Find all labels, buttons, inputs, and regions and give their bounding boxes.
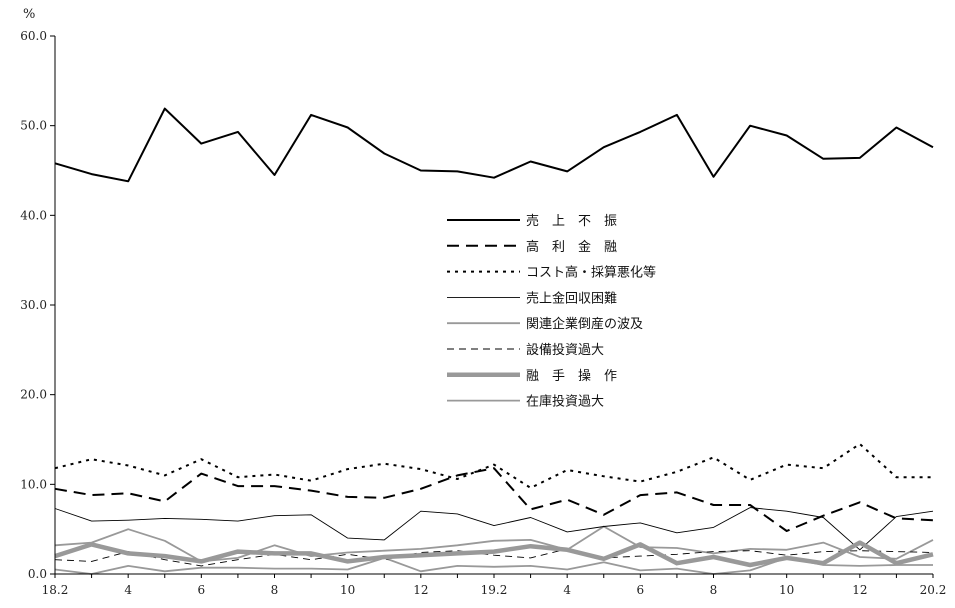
x-tick-label: 18.2 <box>42 583 69 597</box>
y-tick-label: 30.0 <box>20 298 47 312</box>
x-tick-label: 8 <box>710 583 718 597</box>
y-tick-labels: 0.0 10.0 20.0 30.0 40.0 50.0 60.0 <box>20 29 47 581</box>
series-line-5 <box>54 525 934 563</box>
x-tick-label: 4 <box>124 583 132 597</box>
series-lines <box>54 107 934 575</box>
x-tick-label: 12 <box>413 583 428 597</box>
series-line-2 <box>54 467 934 532</box>
series-line-7 <box>54 540 934 568</box>
legend-label-8: 在庫投資過大 <box>526 394 604 410</box>
series-line-4 <box>54 507 934 551</box>
series-line-1 <box>54 107 934 183</box>
y-tick-label: 10.0 <box>20 477 47 491</box>
x-tick-label: 20.2 <box>920 583 947 597</box>
legend-label-1: 売 上 不 振 <box>526 213 617 229</box>
x-tick-label: 19.2 <box>481 583 508 597</box>
x-tick-labels: 18.2 4 6 8 10 12 19.2 4 6 8 10 12 20.2 <box>42 583 947 597</box>
x-tick-label: 10 <box>340 583 355 597</box>
x-tick-label: 6 <box>198 583 206 597</box>
y-tick-label: 60.0 <box>20 29 47 43</box>
y-tick-label: 50.0 <box>20 119 47 133</box>
legend: 売 上 不 振高 利 金 融コスト高・採算悪化等売上金回収困難関連企業倒産の波及… <box>447 213 656 410</box>
axes <box>50 35 934 578</box>
series-line-3 <box>54 443 933 489</box>
legend-label-6: 設備投資過大 <box>526 342 604 358</box>
x-tick-label: 4 <box>563 583 571 597</box>
x-tick-label: 10 <box>779 583 794 597</box>
x-tick-label: 8 <box>271 583 279 597</box>
y-tick-label: 20.0 <box>20 388 47 402</box>
y-unit-label: % <box>23 7 35 22</box>
y-unit: % <box>23 7 35 22</box>
x-tick-label: 6 <box>637 583 645 597</box>
y-tick-label: 40.0 <box>20 208 47 222</box>
y-tick-label: 0.0 <box>28 567 47 581</box>
legend-label-3: コスト高・採算悪化等 <box>526 265 656 281</box>
legend-label-5: 関連企業倒産の波及 <box>526 316 643 332</box>
x-tick-label: 12 <box>852 583 867 597</box>
series-line-6 <box>54 548 934 567</box>
legend-label-2: 高 利 金 融 <box>526 239 617 255</box>
legend-label-4: 売上金回収困難 <box>526 290 617 306</box>
legend-label-7: 融 手 操 作 <box>526 368 617 384</box>
